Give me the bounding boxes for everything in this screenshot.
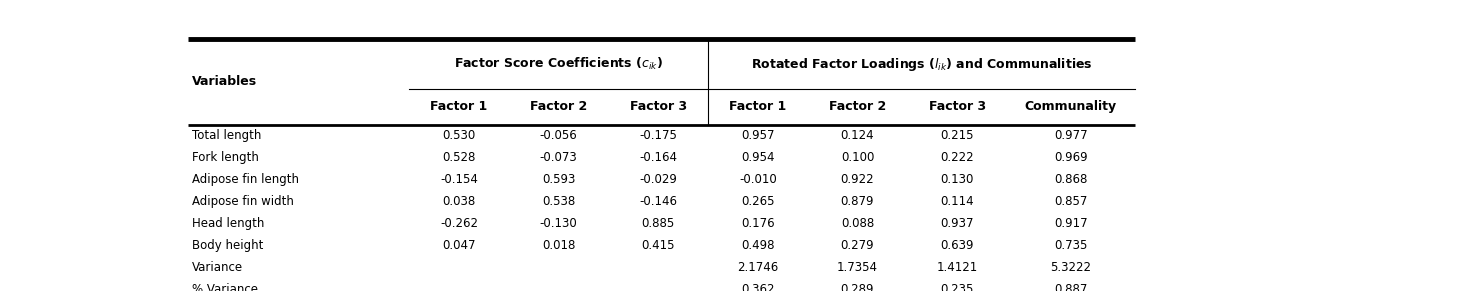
Text: 1.4121: 1.4121 — [937, 261, 977, 274]
Text: 0.954: 0.954 — [741, 151, 774, 164]
Text: Rotated Factor Loadings ($l_{ik}$) and Communalities: Rotated Factor Loadings ($l_{ik}$) and C… — [751, 56, 1093, 72]
Text: Adipose fin width: Adipose fin width — [191, 195, 294, 208]
Text: 0.047: 0.047 — [443, 239, 476, 252]
Text: 5.3222: 5.3222 — [1050, 261, 1091, 274]
Text: Variables: Variables — [191, 75, 257, 88]
Text: -0.154: -0.154 — [440, 173, 478, 186]
Text: 0.922: 0.922 — [840, 173, 874, 186]
Text: Total length: Total length — [191, 129, 262, 142]
Text: 0.018: 0.018 — [542, 239, 576, 252]
Text: 0.265: 0.265 — [741, 195, 774, 208]
Text: 0.593: 0.593 — [542, 173, 576, 186]
Text: 0.215: 0.215 — [941, 129, 974, 142]
Text: 0.114: 0.114 — [941, 195, 974, 208]
Text: Variance: Variance — [191, 261, 243, 274]
Text: 2.1746: 2.1746 — [738, 261, 779, 274]
Text: -0.175: -0.175 — [640, 129, 676, 142]
Text: 0.279: 0.279 — [840, 239, 874, 252]
Text: 0.176: 0.176 — [741, 217, 774, 230]
Text: 0.038: 0.038 — [443, 195, 475, 208]
Text: -0.073: -0.073 — [539, 151, 577, 164]
Text: 0.124: 0.124 — [840, 129, 874, 142]
Text: 0.917: 0.917 — [1053, 217, 1087, 230]
Text: 0.530: 0.530 — [443, 129, 475, 142]
Text: -0.056: -0.056 — [539, 129, 577, 142]
Text: 0.885: 0.885 — [641, 217, 675, 230]
Text: Body height: Body height — [191, 239, 263, 252]
Text: 1.7354: 1.7354 — [837, 261, 878, 274]
Text: -0.010: -0.010 — [739, 173, 777, 186]
Text: Factor 3: Factor 3 — [929, 100, 986, 113]
Text: % Variance: % Variance — [191, 283, 257, 291]
Text: 0.415: 0.415 — [641, 239, 675, 252]
Text: 0.222: 0.222 — [941, 151, 974, 164]
Text: 0.969: 0.969 — [1053, 151, 1087, 164]
Text: 0.639: 0.639 — [941, 239, 974, 252]
Text: 0.868: 0.868 — [1055, 173, 1087, 186]
Text: 0.887: 0.887 — [1055, 283, 1087, 291]
Text: Factor Score Coefficients ($c_{ik}$): Factor Score Coefficients ($c_{ik}$) — [454, 56, 663, 72]
Text: 0.538: 0.538 — [542, 195, 576, 208]
Text: 0.857: 0.857 — [1055, 195, 1087, 208]
Text: 0.977: 0.977 — [1053, 129, 1087, 142]
Text: 0.130: 0.130 — [941, 173, 974, 186]
Text: Factor 1: Factor 1 — [431, 100, 488, 113]
Text: 0.528: 0.528 — [443, 151, 476, 164]
Text: -0.164: -0.164 — [638, 151, 678, 164]
Text: Factor 3: Factor 3 — [630, 100, 687, 113]
Text: 0.362: 0.362 — [741, 283, 774, 291]
Text: -0.146: -0.146 — [638, 195, 678, 208]
Text: 0.879: 0.879 — [840, 195, 874, 208]
Text: Factor 1: Factor 1 — [729, 100, 786, 113]
Text: -0.029: -0.029 — [640, 173, 676, 186]
Text: 0.957: 0.957 — [741, 129, 774, 142]
Text: Head length: Head length — [191, 217, 264, 230]
Text: -0.262: -0.262 — [440, 217, 478, 230]
Text: 0.100: 0.100 — [840, 151, 874, 164]
Text: 0.088: 0.088 — [842, 217, 874, 230]
Text: Factor 2: Factor 2 — [530, 100, 587, 113]
Text: Communality: Communality — [1024, 100, 1118, 113]
Text: 0.235: 0.235 — [941, 283, 974, 291]
Text: Factor 2: Factor 2 — [828, 100, 885, 113]
Text: 0.498: 0.498 — [741, 239, 774, 252]
Text: -0.130: -0.130 — [539, 217, 577, 230]
Text: Fork length: Fork length — [191, 151, 259, 164]
Text: 0.735: 0.735 — [1055, 239, 1087, 252]
Text: Adipose fin length: Adipose fin length — [191, 173, 298, 186]
Text: 0.937: 0.937 — [941, 217, 974, 230]
Text: 0.289: 0.289 — [840, 283, 874, 291]
